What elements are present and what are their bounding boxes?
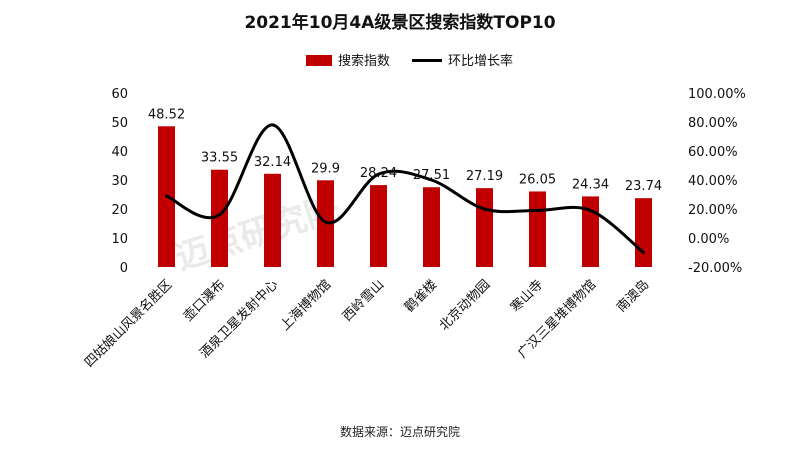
right-tick-label: -20.00% (688, 261, 742, 276)
source-note: 数据来源：迈点研究院 (340, 424, 460, 439)
bar (529, 191, 546, 267)
left-tick-label: 0 (120, 261, 128, 276)
bar-value-label: 33.55 (201, 151, 238, 166)
bar-series (158, 126, 652, 268)
left-tick-label: 10 (111, 232, 128, 247)
legend-line-label: 环比增长率 (448, 53, 513, 69)
category-label: 壶口瀑布 (181, 277, 228, 324)
bar (264, 173, 281, 267)
category-label: 四姑娘山风景名胜区 (81, 277, 175, 371)
chart-title: 2021年10月4A级景区搜索指数TOP10 (244, 12, 555, 33)
left-axis: 0 10 20 30 40 50 60 (111, 87, 128, 276)
right-axis: -20.00% 0.00% 20.00% 40.00% 60.00% 80.00% 100.… (688, 87, 746, 276)
legend-bar-swatch (306, 55, 332, 66)
right-tick-label: 80.00% (688, 116, 738, 131)
left-tick-label: 60 (111, 87, 128, 102)
bar-value-label: 23.74 (625, 179, 662, 194)
bar-value-label: 26.05 (519, 172, 556, 187)
bar-value-label: 32.14 (254, 155, 291, 170)
bar-value-label: 29.9 (311, 161, 340, 176)
bar (476, 188, 493, 267)
right-tick-label: 20.00% (688, 203, 738, 218)
category-label: 南澳岛 (613, 277, 652, 316)
right-tick-label: 60.00% (688, 145, 738, 160)
category-label: 鹳雀楼 (401, 277, 440, 316)
bar (423, 187, 440, 267)
bar (635, 198, 652, 267)
bar (582, 196, 599, 267)
right-tick-label: 40.00% (688, 174, 738, 189)
legend: 搜索指数 环比增长率 (306, 53, 513, 69)
left-tick-label: 20 (111, 203, 128, 218)
legend-bar-label: 搜索指数 (338, 54, 390, 69)
left-tick-label: 50 (111, 116, 128, 131)
bar (370, 185, 387, 267)
left-tick-label: 40 (111, 145, 128, 160)
category-label: 寒山寺 (507, 277, 546, 316)
bar-value-label: 24.34 (572, 177, 609, 192)
left-tick-label: 30 (111, 174, 128, 189)
right-tick-label: 0.00% (688, 232, 729, 247)
bar-data-labels: 48.52 33.55 32.14 29.9 28.24 27.51 27.19 26.05 2… (148, 107, 662, 194)
line-series (165, 123, 645, 254)
bar-value-label: 27.19 (466, 169, 503, 184)
bar-value-label: 28.24 (360, 166, 397, 181)
bar (211, 169, 228, 267)
growth-line (165, 123, 645, 254)
bar-value-label: 48.52 (148, 107, 185, 122)
right-tick-label: 100.00% (688, 87, 746, 102)
category-label: 西岭雪山 (340, 277, 387, 324)
category-label: 上海博物馆 (278, 277, 335, 334)
bar-value-label: 27.51 (413, 168, 450, 183)
category-label: 北京动物园 (437, 277, 494, 334)
